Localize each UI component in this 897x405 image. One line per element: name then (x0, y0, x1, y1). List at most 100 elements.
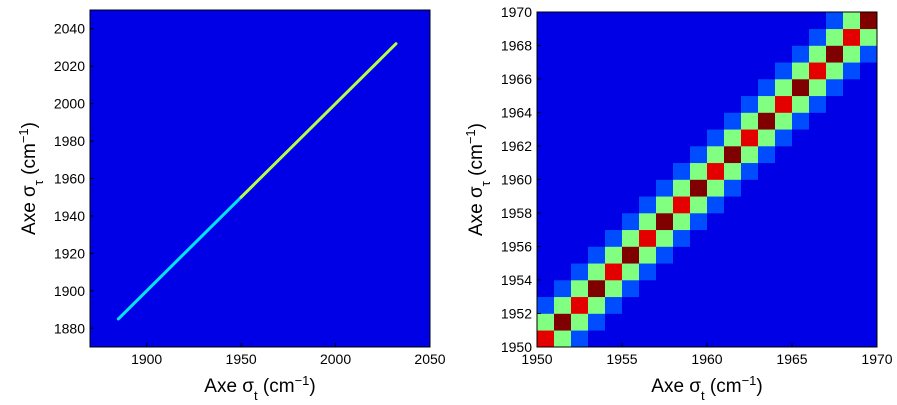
heatmap-cell (588, 95, 606, 113)
heatmap-cell (707, 280, 725, 298)
heatmap-cell (724, 196, 742, 214)
y-tick-label: 1960 (54, 171, 85, 187)
heatmap-cell (792, 313, 810, 331)
heatmap-cell (554, 45, 572, 63)
heatmap-cell (724, 296, 742, 314)
heatmap-cell (775, 112, 793, 130)
heatmap-cell (673, 162, 691, 180)
heatmap-cell (724, 263, 742, 281)
heatmap-cell (673, 95, 691, 113)
heatmap-cell (792, 129, 810, 147)
axis-label-part: (cm (705, 376, 742, 397)
heatmap-cell (639, 112, 657, 130)
axis-label-part: −1 (16, 128, 31, 143)
axis-label: Axe στ (cm−1) (463, 123, 493, 236)
heatmap-cell (826, 62, 844, 80)
heatmap-cell (741, 246, 759, 264)
heatmap-cell (843, 196, 861, 214)
heatmap-cell (775, 179, 793, 197)
heatmap-cell (554, 280, 572, 298)
heatmap-cell (826, 95, 844, 113)
heatmap-cell (537, 129, 555, 147)
heatmap-cell (724, 162, 742, 180)
heatmap-cell (588, 12, 606, 30)
heatmap-cell (690, 196, 708, 214)
heatmap-cell (741, 146, 759, 164)
heatmap-cell (809, 45, 827, 63)
heatmap-cell (571, 146, 589, 164)
y-tick-label: 1958 (501, 205, 532, 221)
heatmap-cell (775, 95, 793, 113)
x-tick-label: 2050 (414, 351, 445, 367)
heatmap-cell (639, 330, 657, 348)
heatmap-cell (554, 296, 572, 314)
heatmap-cell (571, 229, 589, 247)
heatmap-cell (843, 45, 861, 63)
heatmap-cell (707, 62, 725, 80)
heatmap-cell (673, 79, 691, 97)
heatmap-cell (571, 12, 589, 30)
heatmap-cell (673, 62, 691, 80)
heatmap-cell (605, 213, 623, 231)
heatmap-cell (758, 162, 776, 180)
heatmap-cell (724, 213, 742, 231)
heatmap-cell (792, 296, 810, 314)
axis-label-part: τ (31, 179, 46, 185)
heatmap-cell (588, 112, 606, 130)
heatmap-cell (826, 196, 844, 214)
heatmap-cell (588, 296, 606, 314)
heatmap-cell (707, 296, 725, 314)
heatmap-cell (622, 79, 640, 97)
heatmap-cell (826, 45, 844, 63)
heatmap-cell (860, 62, 878, 80)
heatmap-cell (571, 313, 589, 331)
heatmap-cell (707, 95, 725, 113)
heatmap-cell (792, 112, 810, 130)
heatmap-cell (537, 330, 555, 348)
heatmap-cell (707, 28, 725, 46)
heatmap-cell (554, 28, 572, 46)
heatmap-cell (622, 229, 640, 247)
heatmap-cell (809, 246, 827, 264)
heatmap-cell (605, 79, 623, 97)
heatmap-cell (554, 330, 572, 348)
heatmap-cell (690, 330, 708, 348)
heatmap-cell (724, 112, 742, 130)
heatmap-cell (826, 112, 844, 130)
heatmap-cell (809, 280, 827, 298)
heatmap-cell (537, 112, 555, 130)
heatmap-cell (860, 162, 878, 180)
heatmap-cell (622, 296, 640, 314)
heatmap-cell (554, 313, 572, 331)
heatmap-cell (673, 12, 691, 30)
heatmap-cell (673, 112, 691, 130)
heatmap-cell (639, 79, 657, 97)
heatmap-cell (809, 196, 827, 214)
heatmap-cell (809, 179, 827, 197)
heatmap-cell (605, 330, 623, 348)
heatmap-cell (537, 79, 555, 97)
heatmap-cell (809, 330, 827, 348)
heatmap-cell (826, 28, 844, 46)
heatmap-cell (673, 196, 691, 214)
heatmap-cell (792, 79, 810, 97)
heatmap-cell (639, 62, 657, 80)
y-tick-label: 2020 (54, 58, 85, 74)
heatmap-cell (639, 162, 657, 180)
heatmap-cell (775, 196, 793, 214)
heatmap-cell (724, 246, 742, 264)
heatmap-cell (690, 296, 708, 314)
heatmap-cell (656, 313, 674, 331)
y-tick-label: 1980 (54, 133, 85, 149)
heatmap-cell (554, 146, 572, 164)
heatmap-cell (843, 213, 861, 231)
heatmap-cell (605, 12, 623, 30)
heatmap-cell (656, 330, 674, 348)
axis-label: Axe σt (cm−1) (204, 373, 315, 403)
heatmap-cell (741, 28, 759, 46)
heatmap-cell (537, 313, 555, 331)
heatmap-cell (809, 12, 827, 30)
heatmap-cell (792, 146, 810, 164)
heatmap-cell (605, 95, 623, 113)
